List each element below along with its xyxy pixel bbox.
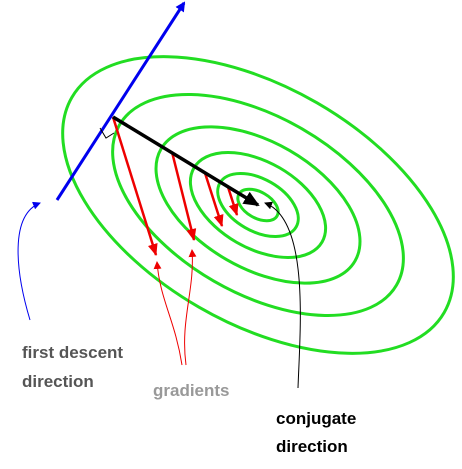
label: direction	[22, 372, 94, 391]
right-angle	[99, 127, 115, 139]
conjugate-arrow	[112, 115, 260, 207]
label: first descent	[22, 343, 123, 362]
gradient-arrows	[111, 116, 239, 256]
pointer	[184, 249, 197, 366]
label: gradients	[153, 381, 230, 400]
gradient-arrow	[203, 172, 224, 227]
label: direction	[276, 437, 348, 456]
gradient-arrow	[111, 116, 158, 256]
gradient-arrow	[226, 186, 239, 216]
first-descent-line	[55, 1, 186, 201]
pointer	[17, 201, 41, 321]
pointer	[264, 201, 301, 389]
label: conjugate	[276, 409, 356, 428]
contour	[111, 93, 405, 317]
gradient-arrow	[170, 151, 197, 241]
pointer	[153, 261, 183, 366]
contour	[154, 125, 362, 285]
